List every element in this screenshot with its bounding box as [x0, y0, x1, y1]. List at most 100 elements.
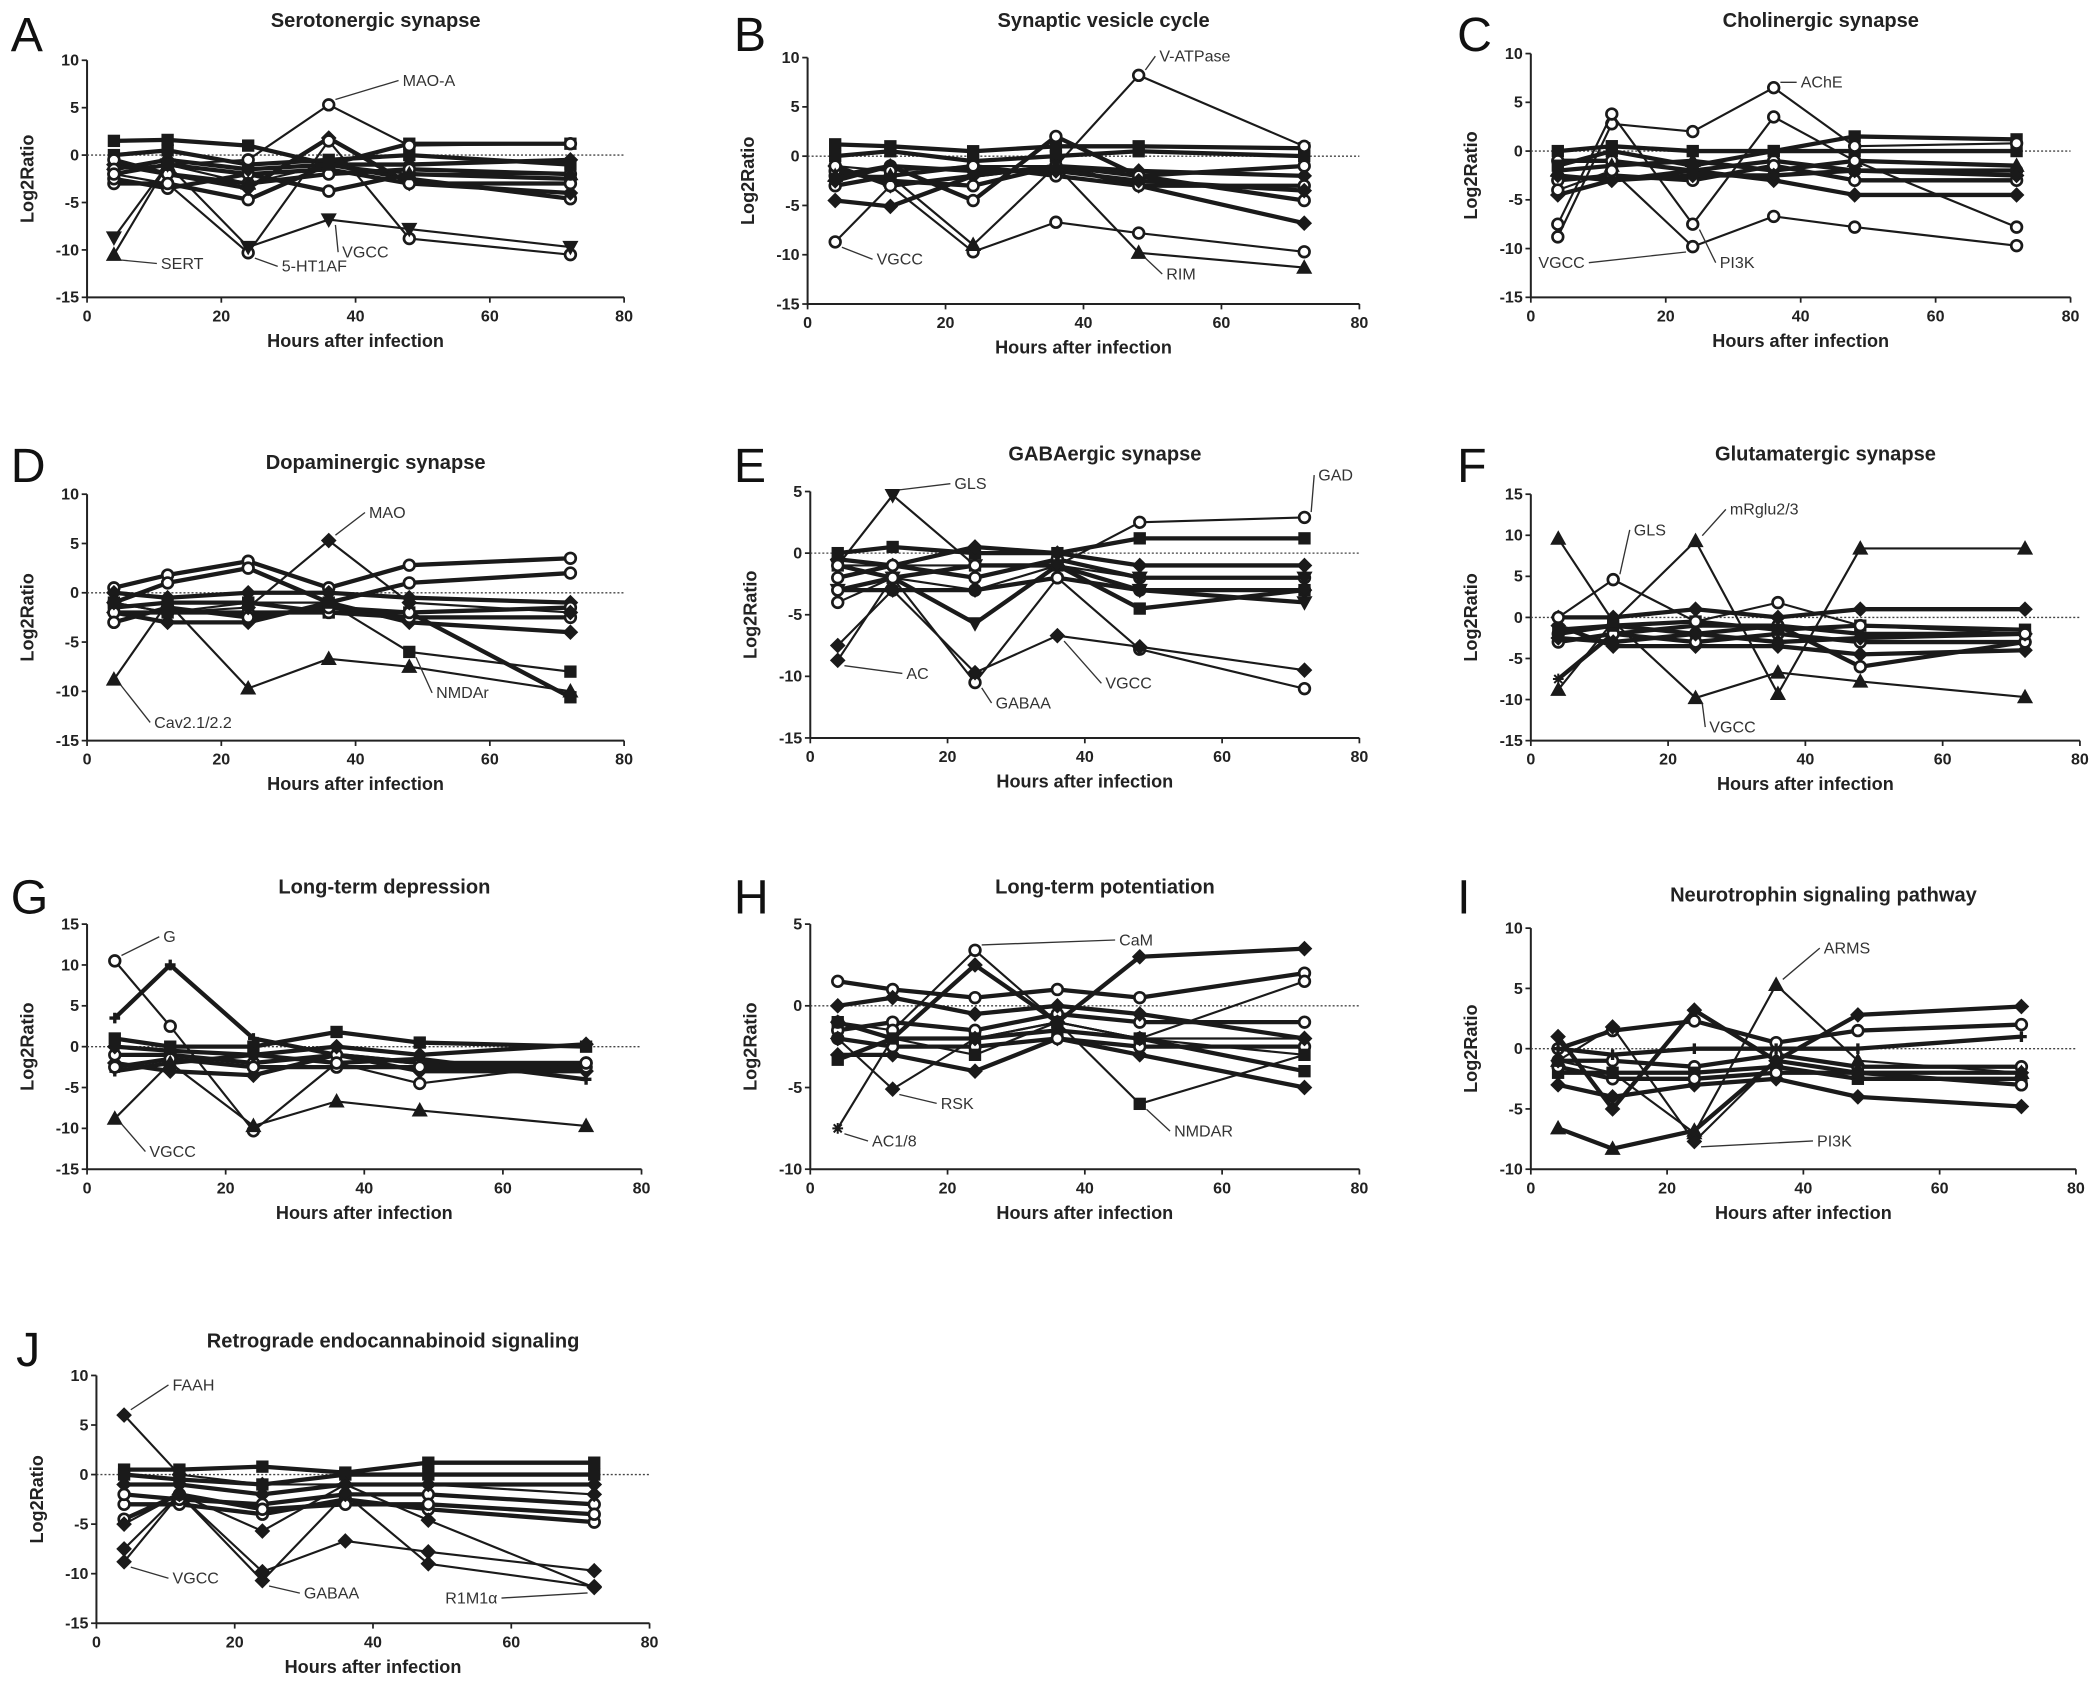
marker-diamond: [254, 1572, 271, 1589]
marker-diamond: [1049, 997, 1066, 1014]
series-path: [836, 1021, 1305, 1129]
marker-square: [831, 1015, 844, 1029]
marker-diamond: [337, 1476, 354, 1493]
x-tick-label: 20: [939, 1179, 957, 1197]
marker-diamond: [1684, 167, 1701, 184]
series-path: [113, 565, 571, 605]
x-axis-label: Hours after infection: [1717, 774, 1894, 794]
series-path: [835, 74, 1305, 173]
series-line: [107, 551, 578, 595]
marker-circle: [1853, 660, 1867, 674]
x-tick-label: 20: [939, 748, 957, 766]
marker-circle: [968, 943, 982, 957]
x-axis-label: Hours after infection: [996, 1203, 1173, 1223]
marker-triangle-down: [562, 240, 579, 256]
marker-triangle: [562, 165, 579, 181]
x-axis-label: Hours after infection: [276, 1203, 453, 1223]
marker-plus: [1770, 1043, 1782, 1055]
y-tick-label: 10: [61, 52, 79, 70]
marker-square: [588, 1456, 601, 1469]
marker-diamond: [2013, 1098, 2030, 1115]
marker-circle: [1133, 990, 1147, 1005]
chart-title: Synaptic vesicle cycle: [998, 10, 1210, 32]
marker-square: [1767, 144, 1780, 158]
marker-circle: [563, 566, 578, 580]
marker-diamond: [1604, 1089, 1621, 1105]
marker-triangle-down: [1296, 571, 1313, 587]
x-tick-label: 20: [212, 751, 230, 769]
series-path: [837, 1021, 1305, 1105]
marker-triangle: [2016, 540, 2034, 555]
x-tick-label: 60: [502, 1633, 520, 1651]
marker-circle: [2009, 136, 2024, 150]
annotation-label: GLS: [954, 475, 986, 493]
annotation-label: GAD: [1318, 466, 1353, 484]
marker-square: [1133, 602, 1146, 615]
y-tick-label: -5: [1508, 650, 1522, 668]
series-path: [114, 1052, 587, 1082]
marker-diamond: [1850, 1089, 1866, 1105]
marker-circle: [2014, 1078, 2029, 1092]
marker-diamond: [1131, 638, 1148, 655]
series-path: [837, 536, 1305, 556]
annotation-leader-line: [981, 939, 1116, 946]
marker-circle: [966, 159, 980, 173]
marker-diamond: [586, 1486, 603, 1503]
annotation-label: PI3K: [1817, 1132, 1852, 1150]
series-path: [1557, 1064, 2022, 1087]
y-tick-label: -5: [788, 606, 802, 624]
series-path: [1557, 169, 2017, 248]
marker-diamond: [254, 1523, 271, 1539]
y-tick-label: 10: [782, 49, 800, 67]
panel-b: B Synaptic vesicle cycle -15 -10 -5 0 5 10 0 20 40…: [734, 8, 1368, 358]
marker-square: [1298, 532, 1311, 545]
y-tick-label: -15: [56, 1161, 79, 1179]
chart-title: Neurotrophin signaling pathway: [1670, 884, 1978, 906]
series-vgcc: [116, 1486, 603, 1580]
y-tick-label: 5: [791, 98, 800, 116]
y-tick-label: -5: [65, 194, 79, 212]
marker-circle: [885, 571, 900, 585]
series-gls: [1551, 572, 2032, 641]
y-tick-label: -15: [776, 295, 799, 313]
marker-diamond: [1768, 1052, 1784, 1069]
marker-triangle: [2016, 688, 2034, 704]
series-nmdar: [107, 596, 577, 678]
series-pi3k: [1550, 1019, 2030, 1150]
marker-triangle: [1604, 1064, 1621, 1079]
annotation-leader-line: [1698, 229, 1717, 264]
annotation-label: VGCC: [172, 1570, 218, 1588]
x-tick-label: 60: [1934, 751, 1952, 769]
marker-circle: [1131, 226, 1146, 240]
marker-plus: [109, 1012, 121, 1024]
y-tick-label: -10: [65, 1565, 88, 1583]
annotation-leader-line: [501, 1592, 588, 1599]
annotation-leader-line: [1782, 947, 1821, 980]
series-path: [1557, 983, 2022, 1135]
marker-diamond: [1131, 582, 1148, 598]
annotation-label: VGCC: [1709, 718, 1755, 736]
marker-circle: [968, 990, 982, 1005]
x-tick-label: 40: [1076, 748, 1094, 766]
x-tick-label: 40: [1794, 1179, 1812, 1197]
x-tick-label: 40: [364, 1633, 382, 1651]
marker-diamond: [967, 1063, 983, 1080]
marker-circle: [1688, 614, 1703, 629]
marker-diamond: [1846, 162, 1863, 179]
marker-diamond: [1765, 167, 1782, 184]
y-tick-label: -10: [56, 683, 79, 701]
marker-circle: [2009, 238, 2024, 253]
series-v-atpase: [828, 68, 1311, 178]
marker-diamond: [2008, 167, 2025, 184]
marker-circle: [329, 1056, 344, 1070]
marker-square: [829, 138, 842, 151]
series-faah: [116, 1407, 603, 1503]
annotation-label: VGCC: [149, 1143, 195, 1161]
series-path: [837, 1011, 1305, 1033]
marker-circle: [1606, 572, 1620, 587]
panel-letter: J: [16, 1323, 40, 1377]
marker-triangle: [320, 650, 337, 665]
marker-diamond: [1687, 601, 1704, 618]
marker-triangle: [411, 1102, 428, 1117]
marker-diamond: [337, 1533, 354, 1549]
